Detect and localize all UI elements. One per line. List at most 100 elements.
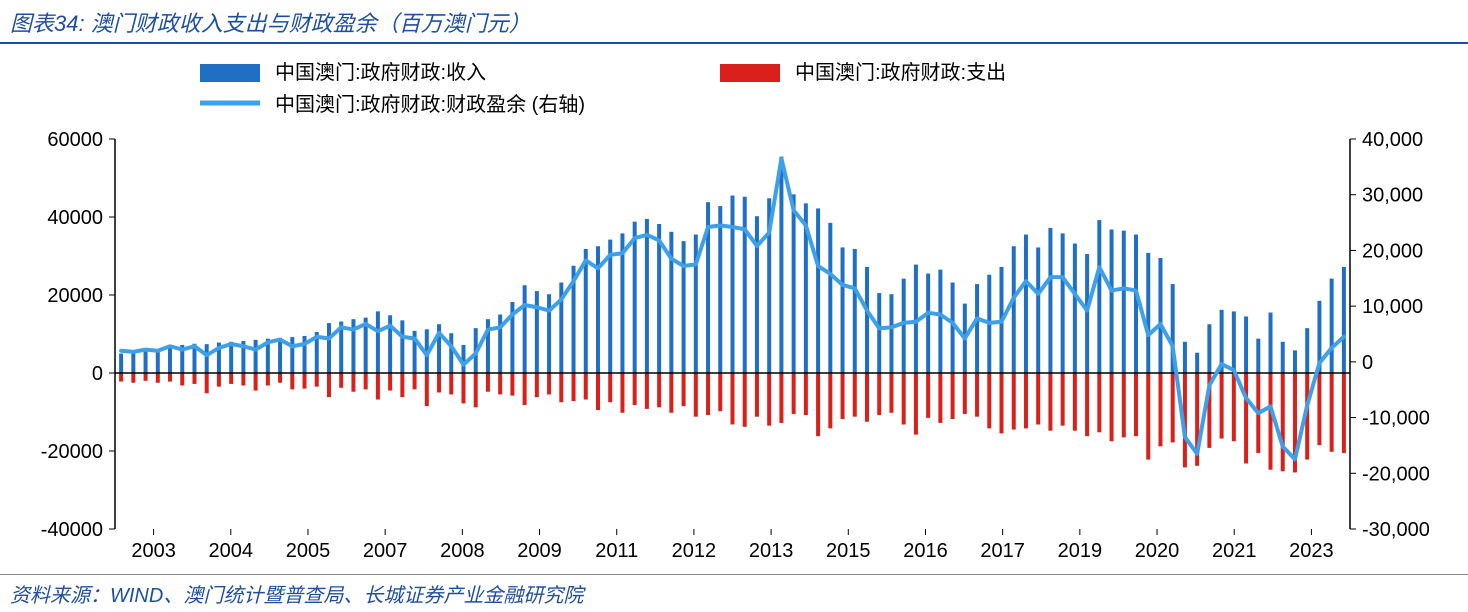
expense-bar <box>987 373 991 428</box>
expense-bar <box>889 373 893 413</box>
revenue-bar <box>816 208 820 373</box>
revenue-bar <box>1061 233 1065 373</box>
expense-bar <box>620 373 624 413</box>
left-tick-label: 40000 <box>47 207 103 229</box>
expense-bar <box>510 373 514 396</box>
right-tick-label: 30,000 <box>1362 185 1423 207</box>
revenue-bar <box>131 353 135 373</box>
revenue-bar <box>1134 235 1138 373</box>
expense-bar <box>718 373 722 411</box>
x-tick-label: 2021 <box>1212 540 1257 562</box>
x-tick-label: 2013 <box>749 540 794 562</box>
revenue-bar <box>1256 339 1260 373</box>
revenue-bar <box>1012 246 1016 373</box>
revenue-bar <box>535 291 539 373</box>
x-tick-label: 2005 <box>286 540 331 562</box>
expense-bar <box>388 373 392 391</box>
expense-bar <box>975 373 979 417</box>
expense-bar <box>1232 373 1236 441</box>
revenue-bar <box>877 293 881 373</box>
expense-bar <box>1134 373 1138 436</box>
expense-bar <box>828 373 832 428</box>
expense-bar <box>1317 373 1321 445</box>
expense-bar <box>449 373 453 394</box>
revenue-bar <box>1097 220 1101 373</box>
expense-bar <box>1220 373 1224 439</box>
revenue-bar <box>645 219 649 373</box>
revenue-bar <box>1269 313 1273 373</box>
revenue-bar <box>119 354 123 374</box>
right-tick-label: 40,000 <box>1362 129 1423 151</box>
expense-bar <box>461 373 465 403</box>
revenue-bar <box>975 284 979 373</box>
legend-label-expense: 中国澳门:政府财政:支出 <box>795 61 1006 84</box>
expense-bar <box>486 373 490 392</box>
left-tick-label: 60000 <box>47 129 103 151</box>
expense-bar <box>865 373 869 422</box>
x-tick-label: 2007 <box>363 540 408 562</box>
expense-bar <box>425 373 429 406</box>
expense-bar <box>437 373 441 393</box>
revenue-bar <box>547 294 551 373</box>
revenue-bar <box>828 223 832 373</box>
revenue-bar <box>254 340 258 373</box>
expense-bar <box>841 373 845 419</box>
expense-bar <box>669 373 673 413</box>
expense-bar <box>779 373 783 423</box>
right-tick-label: -20,000 <box>1362 463 1430 485</box>
expense-bar <box>364 373 368 389</box>
expense-bar <box>938 373 942 423</box>
expense-bar <box>914 373 918 435</box>
revenue-bar <box>608 240 612 373</box>
expense-bar <box>1342 373 1346 453</box>
revenue-bar <box>1073 244 1077 373</box>
revenue-bar <box>841 247 845 373</box>
revenue-bar <box>327 323 331 373</box>
expense-bar <box>1061 373 1065 426</box>
revenue-bar <box>1024 235 1028 373</box>
expense-bar <box>559 373 563 402</box>
left-tick-label: 0 <box>92 363 103 385</box>
expense-bar <box>351 373 355 392</box>
revenue-bar <box>400 320 404 373</box>
expense-bar <box>1073 373 1077 431</box>
revenue-bar <box>1158 258 1162 373</box>
revenue-bar <box>168 346 172 373</box>
expense-bar <box>1244 373 1248 463</box>
expense-bar <box>144 373 148 381</box>
expense-bar <box>1158 373 1162 446</box>
revenue-bar <box>926 274 930 373</box>
revenue-bar <box>1183 342 1187 373</box>
expense-bar <box>1330 373 1334 452</box>
expense-bar <box>1036 373 1040 424</box>
revenue-bar <box>755 216 759 373</box>
title-prefix: 图表 <box>10 11 54 36</box>
revenue-bar <box>743 197 747 373</box>
expense-bar <box>1171 373 1175 442</box>
expense-bar <box>1024 373 1028 428</box>
revenue-bar <box>1195 353 1199 373</box>
expense-bar <box>963 373 967 414</box>
revenue-bar <box>1085 254 1089 373</box>
expense-bar <box>1000 373 1004 433</box>
left-tick-label: 20000 <box>47 285 103 307</box>
expense-bar <box>645 373 649 409</box>
chart-source: 资料来源：WIND、澳门统计暨普查局、长城证券产业金融研究院 <box>0 574 1468 612</box>
expense-bar <box>572 373 576 401</box>
expense-bar <box>535 373 539 397</box>
expense-bar <box>131 373 135 383</box>
revenue-bar <box>1122 231 1126 373</box>
expense-bar <box>327 373 331 397</box>
expense-bar <box>608 373 612 402</box>
expense-bar <box>682 373 686 406</box>
revenue-bar <box>669 232 673 373</box>
expense-bar <box>1110 373 1114 441</box>
revenue-bar <box>1110 229 1114 373</box>
expense-bar <box>804 373 808 415</box>
legend-swatch-expense <box>720 64 780 82</box>
expense-bar <box>339 373 343 388</box>
expense-bar <box>474 373 478 407</box>
expense-bar <box>853 373 857 417</box>
revenue-bar <box>144 352 148 373</box>
revenue-bar <box>657 224 661 373</box>
